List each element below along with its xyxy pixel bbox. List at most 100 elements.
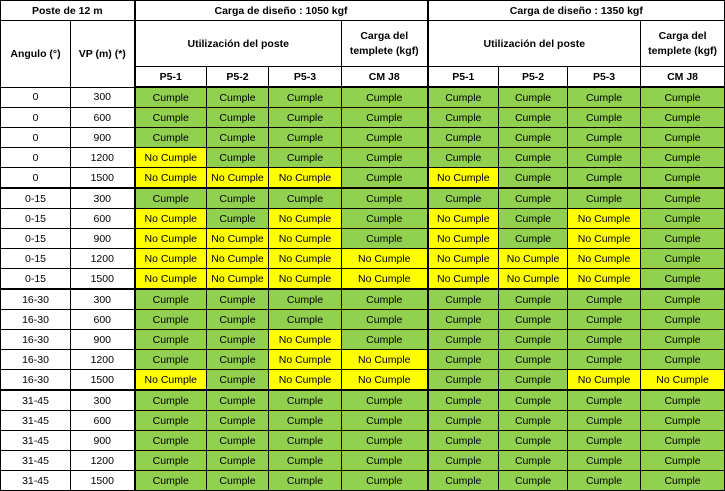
table-row: 0 600 Cumple Cumple Cumple Cumple Cumple Cumple… (0, 107, 725, 128)
status-cell-cumple: Cumple (340, 167, 429, 189)
status-cell-no-cumple: No Cumple (268, 208, 342, 229)
status-cell-cumple: Cumple (133, 309, 207, 330)
vp-cell: 1200 (70, 349, 135, 370)
status-cell-no-cumple: No Cumple (426, 228, 500, 249)
status-cell-no-cumple: No Cumple (133, 208, 207, 229)
vp-cell: 900 (70, 329, 135, 350)
status-cell-cumple: Cumple (567, 349, 642, 370)
status-cell-no-cumple: No Cumple (268, 349, 342, 370)
status-cell-cumple: Cumple (498, 228, 569, 249)
status-cell-cumple: Cumple (133, 86, 207, 108)
status-cell-cumple: Cumple (426, 288, 500, 310)
status-cell-cumple: Cumple (268, 86, 342, 108)
status-cell-cumple: Cumple (268, 470, 342, 491)
status-cell-cumple: Cumple (567, 147, 642, 168)
angulo-cell: 16-30 (0, 329, 71, 350)
angulo-cell: 31-45 (0, 410, 71, 431)
status-cell-cumple: Cumple (567, 329, 642, 350)
status-cell-cumple: Cumple (206, 107, 269, 128)
table-row: 16-30 1500 No Cumple Cumple No Cumple No Cump… (0, 369, 725, 391)
table-row: 0 300 Cumple Cumple Cumple Cumple Cumple Cumple… (0, 86, 725, 108)
status-cell-cumple: Cumple (268, 309, 342, 330)
status-cell-no-cumple: No Cumple (567, 208, 642, 229)
status-cell-cumple: Cumple (426, 470, 500, 491)
status-cell-cumple: Cumple (133, 410, 207, 431)
status-cell-cumple: Cumple (498, 147, 569, 168)
status-cell-cumple: Cumple (567, 430, 642, 451)
subheader-cm-j8: CM J8 (340, 66, 429, 88)
status-cell-cumple: Cumple (498, 369, 569, 391)
vp-cell: 1500 (70, 470, 135, 491)
table-row: 31-45 600 Cumple Cumple Cumple Cumple Cumple Cu… (0, 410, 725, 431)
status-cell-cumple: Cumple (206, 187, 269, 209)
status-cell-cumple: Cumple (268, 147, 342, 168)
status-cell-no-cumple: No Cumple (340, 349, 429, 370)
status-cell-cumple: Cumple (426, 86, 500, 108)
subheader-p5-1: P5-1 (426, 66, 500, 88)
status-cell-cumple: Cumple (268, 389, 342, 411)
status-cell-cumple: Cumple (340, 187, 429, 209)
status-cell-no-cumple: No Cumple (133, 228, 207, 249)
status-cell-cumple: Cumple (640, 107, 725, 128)
status-cell-cumple: Cumple (268, 410, 342, 431)
status-cell-no-cumple: No Cumple (268, 248, 342, 269)
status-cell-no-cumple: No Cumple (268, 329, 342, 350)
status-cell-no-cumple: No Cumple (426, 248, 500, 269)
angulo-cell: 0 (0, 127, 71, 148)
vp-cell: 1200 (70, 450, 135, 471)
subheader-p5-2: P5-2 (498, 66, 569, 88)
status-cell-cumple: Cumple (268, 127, 342, 148)
table-row: 0-15 300 Cumple Cumple Cumple Cumple Cumple Cum… (0, 187, 725, 209)
status-cell-cumple: Cumple (567, 288, 642, 310)
subheader-p5-3: P5-3 (567, 66, 642, 88)
status-cell-cumple: Cumple (640, 187, 725, 209)
status-cell-cumple: Cumple (426, 127, 500, 148)
status-cell-cumple: Cumple (133, 329, 207, 350)
status-cell-cumple: Cumple (206, 208, 269, 229)
vp-cell: 1500 (70, 167, 135, 189)
subheader-p5-3: P5-3 (268, 66, 342, 88)
status-cell-cumple: Cumple (567, 107, 642, 128)
status-cell-no-cumple: No Cumple (567, 369, 642, 391)
status-cell-cumple: Cumple (498, 167, 569, 189)
status-cell-cumple: Cumple (498, 329, 569, 350)
status-cell-cumple: Cumple (133, 430, 207, 451)
status-cell-cumple: Cumple (498, 430, 569, 451)
status-cell-no-cumple: No Cumple (567, 228, 642, 249)
vp-header: VP (m) (*) (70, 20, 135, 88)
status-cell-cumple: Cumple (640, 127, 725, 148)
group2-title: Carga de diseño : 1350 kgf (426, 0, 725, 21)
table-row: 16-30 1200 Cumple Cumple No Cumple No Cumple C… (0, 349, 725, 370)
status-cell-cumple: Cumple (640, 430, 725, 451)
status-cell-cumple: Cumple (640, 268, 725, 290)
angulo-cell: 0-15 (0, 248, 71, 269)
status-cell-cumple: Cumple (133, 389, 207, 411)
table-row: 0 900 Cumple Cumple Cumple Cumple Cumple Cumple… (0, 127, 725, 148)
vp-cell: 1200 (70, 147, 135, 168)
status-cell-cumple: Cumple (640, 450, 725, 471)
group2-carga-templete-header: Carga del templete (kgf) (640, 20, 725, 67)
status-cell-cumple: Cumple (133, 470, 207, 491)
status-cell-cumple: Cumple (567, 86, 642, 108)
status-cell-cumple: Cumple (133, 107, 207, 128)
status-cell-cumple: Cumple (206, 450, 269, 471)
status-cell-cumple: Cumple (206, 369, 269, 391)
status-cell-cumple: Cumple (567, 167, 642, 189)
status-cell-no-cumple: No Cumple (133, 248, 207, 269)
status-cell-cumple: Cumple (340, 127, 429, 148)
status-cell-cumple: Cumple (426, 187, 500, 209)
vp-cell: 900 (70, 228, 135, 249)
status-cell-cumple: Cumple (640, 147, 725, 168)
angulo-cell: 16-30 (0, 369, 71, 391)
status-cell-cumple: Cumple (340, 107, 429, 128)
status-cell-cumple: Cumple (498, 208, 569, 229)
subheader-p5-1: P5-1 (133, 66, 207, 88)
status-cell-cumple: Cumple (340, 430, 429, 451)
angulo-cell: 0 (0, 86, 71, 108)
status-cell-cumple: Cumple (426, 369, 500, 391)
table-row: 0-15 1500 No Cumple No Cumple No Cumple No Cu… (0, 268, 725, 290)
angulo-cell: 0 (0, 147, 71, 168)
status-cell-cumple: Cumple (567, 309, 642, 330)
table-header: Poste de 12 m Carga de diseño : 1050 kgf… (0, 0, 725, 88)
status-cell-no-cumple: No Cumple (268, 167, 342, 189)
